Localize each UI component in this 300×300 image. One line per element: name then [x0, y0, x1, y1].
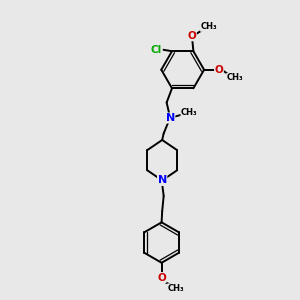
Text: O: O [157, 273, 166, 283]
Text: CH₃: CH₃ [200, 22, 217, 31]
Text: CH₃: CH₃ [181, 108, 197, 117]
Text: CH₃: CH₃ [167, 284, 184, 293]
Text: O: O [188, 31, 196, 41]
Text: N: N [166, 113, 175, 123]
Text: N: N [158, 176, 167, 185]
Text: Cl: Cl [151, 45, 162, 55]
Text: O: O [214, 65, 223, 75]
Text: CH₃: CH₃ [227, 73, 243, 82]
